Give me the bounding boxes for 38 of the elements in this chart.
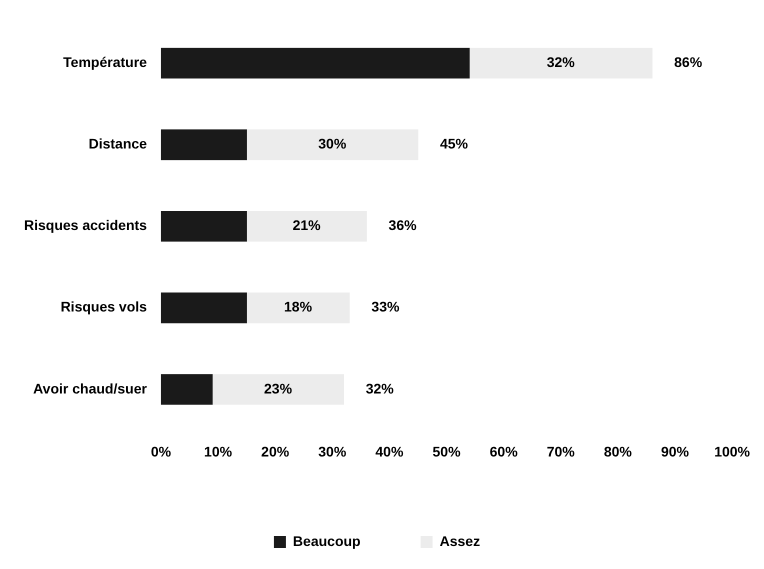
y-tick-label: Distance xyxy=(88,136,148,152)
x-tick-label: 40% xyxy=(375,443,404,460)
data-label: 23% xyxy=(264,380,293,396)
bar xyxy=(246,210,367,242)
data-label: 30% xyxy=(318,136,347,152)
total-label: 36% xyxy=(388,217,418,234)
x-tick-label: 90% xyxy=(660,443,690,460)
x-tick-label: 70% xyxy=(546,443,576,460)
bar xyxy=(160,129,247,160)
y-tick-label: Risques accidents xyxy=(24,217,148,234)
bar xyxy=(246,129,418,160)
x-tick-label: 0% xyxy=(150,443,172,460)
y-tick-label: Température xyxy=(63,54,148,70)
bar xyxy=(160,292,247,324)
x-tick-label: 10% xyxy=(204,443,233,460)
bar xyxy=(160,210,247,242)
y-tick-label: Avoir chaud/suer xyxy=(33,380,148,396)
legend-label: Beaucoup xyxy=(292,532,361,549)
bar xyxy=(160,374,213,405)
x-tick-label: 60% xyxy=(490,443,518,460)
total-label: 86% xyxy=(674,54,703,70)
x-tick-label: 80% xyxy=(604,443,632,460)
bar xyxy=(246,292,350,324)
bar xyxy=(469,48,652,79)
data-label: 32% xyxy=(546,54,576,70)
legend-label: Assez xyxy=(440,532,480,549)
total-label: 32% xyxy=(366,380,394,396)
x-tick-label: 30% xyxy=(318,443,347,460)
total-label: 45% xyxy=(440,136,469,152)
x-tick-label: 20% xyxy=(261,443,290,460)
data-label: 21% xyxy=(292,217,322,234)
data-label: 18% xyxy=(284,298,313,315)
x-tick-label: 100% xyxy=(714,443,751,460)
bar xyxy=(212,374,344,405)
total-label: 33% xyxy=(371,298,400,315)
bar xyxy=(160,48,470,79)
y-tick-label: Risques vols xyxy=(60,298,148,315)
x-tick-label: 50% xyxy=(432,443,462,460)
